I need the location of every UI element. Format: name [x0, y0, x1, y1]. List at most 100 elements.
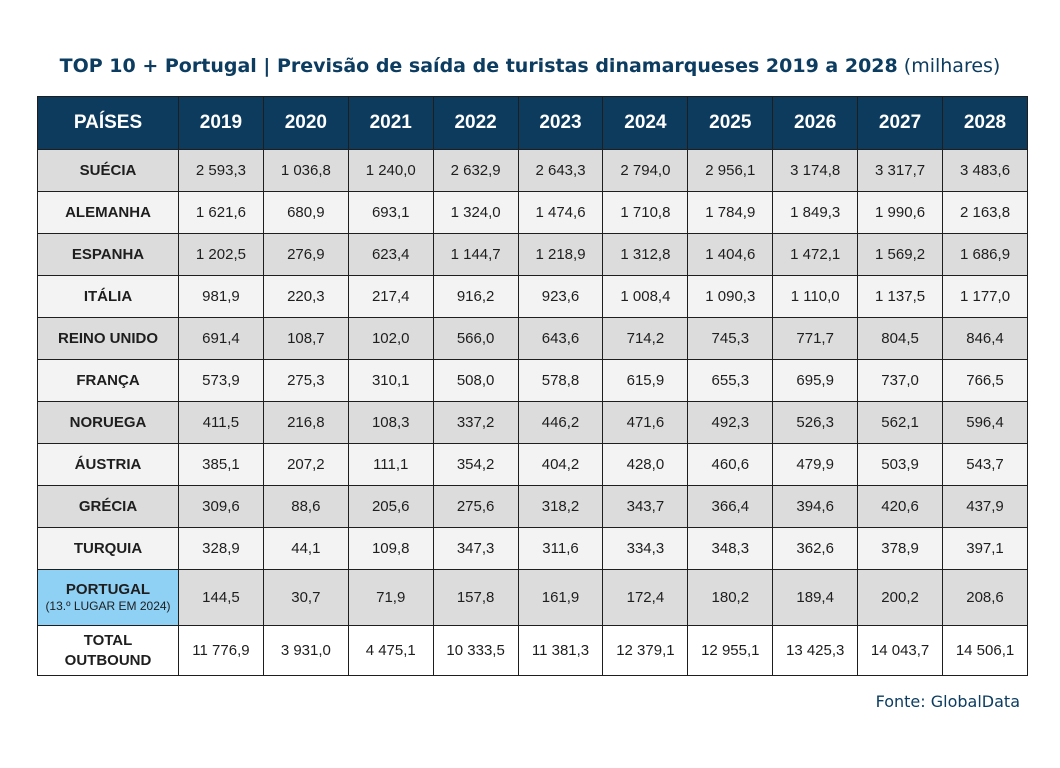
- value-cell: 161,9: [517, 569, 604, 626]
- value-cell: 397,1: [942, 527, 1028, 570]
- table-row: PORTUGAL (13.º LUGAR EM 2024) 144,5 30,7 71,…: [37, 569, 1028, 626]
- value-cell: 1 036,8: [262, 149, 349, 192]
- value-cell: 3 483,6: [942, 149, 1028, 192]
- value-cell: 108,7: [262, 317, 349, 360]
- value-cell: 189,4: [772, 569, 859, 626]
- value-cell: 1 569,2: [857, 233, 944, 276]
- source-note: Fonte: GlobalData: [875, 692, 1020, 711]
- country-cell: SUÉCIA: [37, 149, 179, 192]
- value-cell: 378,9: [857, 527, 944, 570]
- country-cell: NORUEGA: [37, 401, 179, 444]
- value-cell: 1 324,0: [432, 191, 519, 234]
- value-cell: 2 643,3: [517, 149, 604, 192]
- value-cell: 680,9: [262, 191, 349, 234]
- value-cell: 1 312,8: [602, 233, 689, 276]
- value-cell: 14 506,1: [942, 625, 1028, 676]
- value-cell: 655,3: [687, 359, 774, 402]
- value-cell: 2 632,9: [432, 149, 519, 192]
- value-cell: 208,6: [942, 569, 1028, 626]
- value-cell: 2 794,0: [602, 149, 689, 192]
- value-cell: 172,4: [602, 569, 689, 626]
- country-cell: REINO UNIDO: [37, 317, 179, 360]
- value-cell: 1 218,9: [517, 233, 604, 276]
- col-header-2025: 2025: [687, 96, 774, 150]
- col-header-2023: 2023: [517, 96, 604, 150]
- col-header-countries: PAÍSES: [37, 96, 179, 150]
- table-row: NORUEGA 411,5 216,8 108,3 337,2 446,2 471,6 492…: [37, 401, 1028, 444]
- table-row: SUÉCIA 2 593,3 1 036,8 1 240,0 2 632,9 2 643,…: [37, 149, 1028, 192]
- value-cell: 981,9: [178, 275, 264, 318]
- value-cell: 366,4: [687, 485, 774, 528]
- value-cell: 1 686,9: [942, 233, 1028, 276]
- value-cell: 1 784,9: [687, 191, 774, 234]
- value-cell: 318,2: [517, 485, 604, 528]
- value-cell: 562,1: [857, 401, 944, 444]
- value-cell: 503,9: [857, 443, 944, 486]
- value-cell: 217,4: [347, 275, 434, 318]
- value-cell: 693,1: [347, 191, 434, 234]
- value-cell: 2 163,8: [942, 191, 1028, 234]
- table-title: TOP 10 + Portugal | Previsão de saída de…: [0, 55, 1060, 77]
- col-header-2027: 2027: [857, 96, 944, 150]
- table-row: FRANÇA 573,9 275,3 310,1 508,0 578,8 615,9 655,…: [37, 359, 1028, 402]
- value-cell: 71,9: [347, 569, 434, 626]
- value-cell: 771,7: [772, 317, 859, 360]
- value-cell: 596,4: [942, 401, 1028, 444]
- table-row: TURQUIA 328,9 44,1 109,8 347,3 311,6 334,3 348,…: [37, 527, 1028, 570]
- table-row: ALEMANHA 1 621,6 680,9 693,1 1 324,0 1 474,6 1…: [37, 191, 1028, 234]
- value-cell: 109,8: [347, 527, 434, 570]
- table-row: ITÁLIA 981,9 220,3 217,4 916,2 923,6 1 008,4 1 …: [37, 275, 1028, 318]
- value-cell: 275,6: [432, 485, 519, 528]
- country-rank-note: (13.º LUGAR EM 2024): [45, 599, 171, 614]
- value-cell: 180,2: [687, 569, 774, 626]
- value-cell: 695,9: [772, 359, 859, 402]
- value-cell: 578,8: [517, 359, 604, 402]
- value-cell: 446,2: [517, 401, 604, 444]
- value-cell: 102,0: [347, 317, 434, 360]
- value-cell: 1 990,6: [857, 191, 944, 234]
- value-cell: 623,4: [347, 233, 434, 276]
- country-cell: TURQUIA: [37, 527, 179, 570]
- table-row: ESPANHA 1 202,5 276,9 623,4 1 144,7 1 218,9 1 …: [37, 233, 1028, 276]
- value-cell: 108,3: [347, 401, 434, 444]
- value-cell: 1 202,5: [178, 233, 264, 276]
- value-cell: 508,0: [432, 359, 519, 402]
- table-row: ÁUSTRIA 385,1 207,2 111,1 354,2 404,2 428,0 460…: [37, 443, 1028, 486]
- value-cell: 394,6: [772, 485, 859, 528]
- table-row: REINO UNIDO 691,4 108,7 102,0 566,0 643,6 714,…: [37, 317, 1028, 360]
- value-cell: 1 090,3: [687, 275, 774, 318]
- value-cell: 460,6: [687, 443, 774, 486]
- table-row: GRÉCIA 309,6 88,6 205,6 275,6 318,2 343,7 366,4…: [37, 485, 1028, 528]
- value-cell: 11 776,9: [178, 625, 264, 676]
- value-cell: 348,3: [687, 527, 774, 570]
- value-cell: 310,1: [347, 359, 434, 402]
- value-cell: 492,3: [687, 401, 774, 444]
- value-cell: 347,3: [432, 527, 519, 570]
- value-cell: 10 333,5: [432, 625, 519, 676]
- country-cell: ALEMANHA: [37, 191, 179, 234]
- value-cell: 88,6: [262, 485, 349, 528]
- value-cell: 566,0: [432, 317, 519, 360]
- value-cell: 1 110,0: [772, 275, 859, 318]
- country-cell: ÁUSTRIA: [37, 443, 179, 486]
- value-cell: 334,3: [602, 527, 689, 570]
- value-cell: 276,9: [262, 233, 349, 276]
- value-cell: 309,6: [178, 485, 264, 528]
- forecast-table: PAÍSES 2019 2020 2021 2022 2023 2024 202…: [37, 96, 1028, 676]
- country-cell: FRANÇA: [37, 359, 179, 402]
- table-row: TOTAL OUTBOUND 11 776,9 3 931,0 4 475,1 10 3…: [37, 625, 1028, 676]
- header-row: PAÍSES 2019 2020 2021 2022 2023 2024 202…: [37, 96, 1028, 150]
- value-cell: 1 137,5: [857, 275, 944, 318]
- col-header-2028: 2028: [942, 96, 1028, 150]
- country-cell: ESPANHA: [37, 233, 179, 276]
- value-cell: 157,8: [432, 569, 519, 626]
- country-cell: TOTAL OUTBOUND: [37, 625, 179, 676]
- col-header-2026: 2026: [772, 96, 859, 150]
- value-cell: 745,3: [687, 317, 774, 360]
- value-cell: 615,9: [602, 359, 689, 402]
- value-cell: 1 472,1: [772, 233, 859, 276]
- value-cell: 526,3: [772, 401, 859, 444]
- value-cell: 385,1: [178, 443, 264, 486]
- value-cell: 437,9: [942, 485, 1028, 528]
- col-header-2021: 2021: [347, 96, 434, 150]
